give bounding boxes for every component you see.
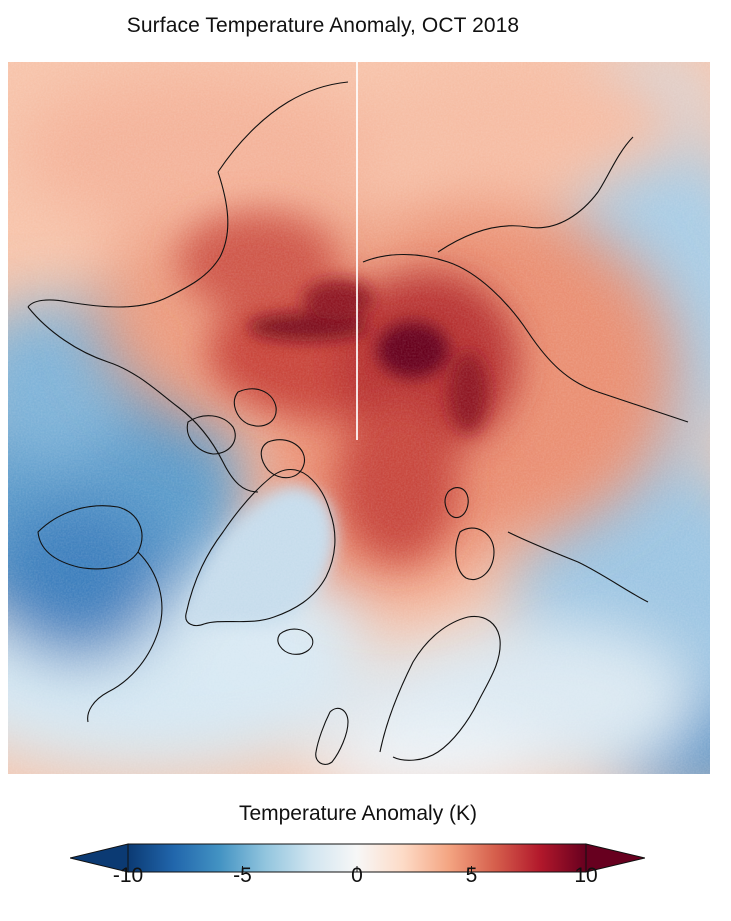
coastline-svalbard (444, 487, 469, 519)
colorbar-tick-label: 10 (574, 864, 598, 887)
coastline-russia (362, 253, 689, 603)
coastline-east-siberia (437, 136, 634, 253)
coastline-iceland (277, 628, 314, 655)
anomaly-map-svg (8, 62, 710, 774)
map-title: Surface Temperature Anomaly, OCT 2018 (126, 14, 520, 37)
coastline-scandinavia (379, 615, 501, 761)
colorbar-svg (69, 843, 646, 873)
colorbar-tick-label: 0 (351, 864, 363, 887)
coastline-canada-north (27, 306, 259, 493)
colorbar-ticks (127, 866, 587, 872)
noise-texture (8, 62, 710, 774)
coastline-greenland (185, 468, 336, 627)
coastline-alaska (27, 81, 349, 308)
coastline-uk (315, 707, 349, 765)
colorbar-tick-label: -10 (112, 864, 144, 887)
coastline-labrador (87, 551, 163, 723)
colorbar-extend-high (585, 843, 646, 873)
colorbar-tick-label: -5 (233, 864, 252, 887)
colorbar-label: Temperature Anomaly (K) (238, 802, 478, 825)
coastlines (27, 81, 689, 765)
coastline-novaya-zemlya (455, 527, 495, 580)
coastline-arctic-islands (186, 388, 305, 479)
colorbar (69, 838, 646, 878)
colorbar-tick-label: 5 (465, 864, 478, 887)
coastline-hudson-bay (37, 505, 143, 570)
anomaly-map (8, 62, 710, 774)
